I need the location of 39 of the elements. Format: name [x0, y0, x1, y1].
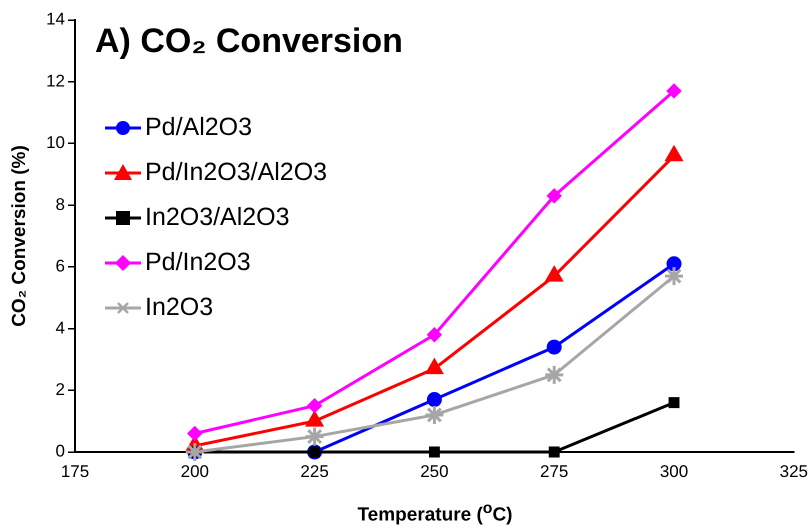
y-tick-label: 10 [46, 133, 65, 152]
point [546, 340, 562, 355]
legend-label: Pd/In2O3 [145, 248, 251, 277]
point [666, 83, 682, 98]
legend-label: Pd/Al2O3 [145, 113, 252, 142]
x-tick-label: 175 [60, 462, 90, 481]
point [664, 266, 685, 287]
point [428, 446, 440, 458]
legend-label: In2O3/Al2O3 [145, 203, 290, 232]
point [307, 398, 322, 414]
point [548, 446, 560, 458]
y-tick-label: 12 [46, 71, 65, 90]
y-tick-label: 2 [56, 380, 65, 399]
x-tick-label: 250 [420, 462, 449, 481]
x-tick-label: 200 [180, 462, 209, 481]
y-tick-label: 4 [56, 318, 65, 338]
y-tick-label: 0 [56, 442, 65, 461]
point [544, 364, 565, 386]
x-tick-label: 300 [660, 462, 688, 481]
chart-title: A) CO₂ Conversion [95, 22, 403, 61]
point [187, 426, 202, 441]
point [426, 327, 442, 342]
point [666, 256, 682, 272]
point [426, 392, 442, 408]
legend-label: In2O3 [145, 293, 214, 322]
point [304, 426, 326, 448]
point [668, 397, 680, 408]
x-tick-label: 275 [540, 462, 568, 481]
x-tick-label: 225 [300, 462, 329, 481]
x-axis-title: Temperature ($^{o}$C) [356, 500, 514, 526]
y-tick-label: 14 [46, 10, 65, 29]
y-axis-title: CO₂ Conversion (%) [9, 145, 31, 327]
point [546, 188, 562, 204]
point [184, 442, 206, 462]
point [424, 404, 445, 426]
legend-label: Pd/In2O3/Al2O3 [145, 158, 328, 187]
y-tick-label: 6 [56, 256, 65, 276]
x-tick-label: 325 [780, 462, 808, 481]
y-tick-label: 8 [56, 194, 65, 214]
